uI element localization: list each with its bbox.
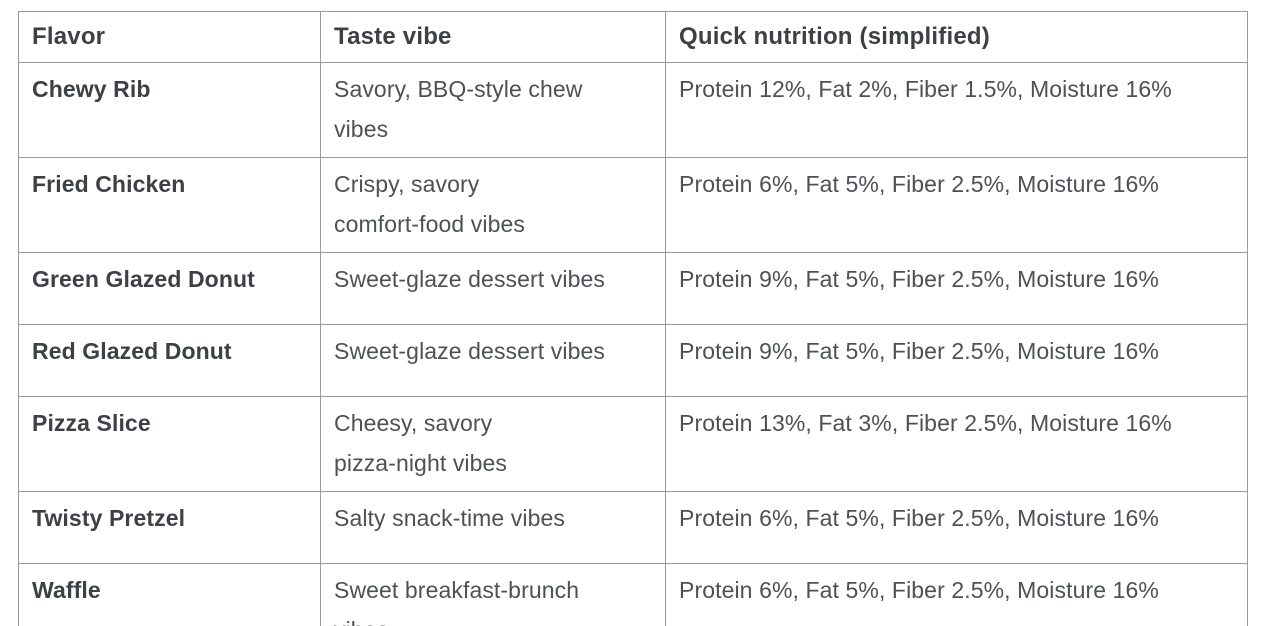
cell-flavor: Waffle [18,563,321,626]
cell-taste-vibe: Sweet-glaze dessert vibes [320,324,666,398]
cell-flavor: Twisty Pretzel [18,491,321,565]
table-row: Pizza Slice Cheesy, savory pizza-night vi… [18,396,1248,493]
column-header-flavor: Flavor [18,11,321,63]
cell-flavor: Fried Chicken [18,157,321,254]
table-row: Fried Chicken Crispy, savory comfort-food… [18,157,1248,254]
cell-taste-vibe: Sweet-glaze dessert vibes [320,252,666,326]
cell-nutrition: Protein 6%, Fat 5%, Fiber 2.5%, Moisture… [665,563,1248,626]
cell-taste-vibe: Crispy, savory comfort-food vibes [320,157,666,254]
table-row: Red Glazed Donut Sweet-glaze dessert vibe… [18,324,1248,398]
cell-flavor: Green Glazed Donut [18,252,321,326]
cell-nutrition: Protein 13%, Fat 3%, Fiber 2.5%, Moistur… [665,396,1248,493]
table-body: Chewy Rib Savory, BBQ-style chew vibes Pro… [18,61,1248,626]
header-row: Flavor Taste vibe Quick nutrition (simpl… [18,11,1248,63]
table-row: Twisty Pretzel Salty snack-time vibes Prot… [18,491,1248,565]
cell-taste-vibe: Sweet breakfast-brunch vibes [320,563,666,626]
table-row: Chewy Rib Savory, BBQ-style chew vibes Pro… [18,61,1248,159]
column-header-nutrition: Quick nutrition (simplified) [665,11,1248,63]
cell-taste-vibe: Cheesy, savory pizza-night vibes [320,396,666,493]
cell-flavor: Red Glazed Donut [18,324,321,398]
cell-nutrition: Protein 9%, Fat 5%, Fiber 2.5%, Moisture… [665,324,1248,398]
flavor-nutrition-table: Flavor Taste vibe Quick nutrition (simpl… [18,11,1248,626]
cell-nutrition: Protein 6%, Fat 5%, Fiber 2.5%, Moisture… [665,491,1248,565]
table-row: Green Glazed Donut Sweet-glaze dessert vi… [18,252,1248,326]
cell-nutrition: Protein 6%, Fat 5%, Fiber 2.5%, Moisture… [665,157,1248,254]
cell-flavor: Chewy Rib [18,61,321,159]
column-header-taste-vibe: Taste vibe [320,11,666,63]
cell-nutrition: Protein 9%, Fat 5%, Fiber 2.5%, Moisture… [665,252,1248,326]
cell-taste-vibe: Salty snack-time vibes [320,491,666,565]
cell-taste-vibe: Savory, BBQ-style chew vibes [320,61,666,159]
cell-flavor: Pizza Slice [18,396,321,493]
table-header: Flavor Taste vibe Quick nutrition (simpl… [18,11,1248,63]
cell-nutrition: Protein 12%, Fat 2%, Fiber 1.5%, Moistur… [665,61,1248,159]
